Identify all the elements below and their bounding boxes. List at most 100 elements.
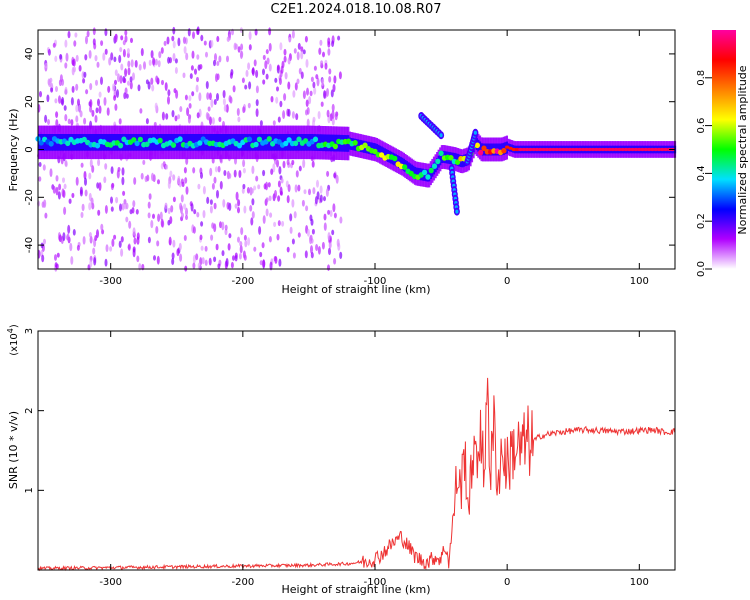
spectrogram-ridge-cell [607, 147, 612, 152]
spectrogram-noise-cell [119, 75, 123, 84]
spectrogram-noise-cell [218, 116, 222, 123]
spectrogram-noise-cell [202, 210, 206, 219]
spectrogram-noise-cell [147, 212, 151, 219]
spectrogram-noise-cell [237, 199, 241, 207]
spectrogram-ridge-cell [425, 174, 431, 180]
spectrogram-ridge-cell [643, 147, 649, 152]
snr-scale-close: ) [9, 324, 20, 328]
spectrogram-noise-cell [71, 192, 75, 198]
spectrogram-noise-cell [188, 103, 192, 109]
spectrogram-noise-cell [272, 120, 276, 126]
spectrogram-noise-cell [327, 41, 331, 48]
snr-background [38, 331, 675, 570]
spectrogram-noise-cell [279, 186, 283, 196]
spectrogram-noise-cell [151, 172, 154, 182]
spectrogram-noise-cell [79, 110, 83, 118]
spectrogram-noise-cell [63, 206, 67, 216]
spectrogram-noise-cell [117, 73, 120, 83]
spectrogram-noise-cell [213, 59, 216, 67]
spectrogram-noise-cell [118, 240, 122, 248]
spectrogram-ridge-cell [594, 147, 599, 152]
spectrogram-noise-cell [331, 117, 335, 126]
spectrogram-noise-cell [237, 116, 241, 123]
spectrogram-noise-cell [129, 209, 133, 215]
spectrogram-noise-cell [205, 51, 208, 58]
spectrogram-noise-cell [312, 187, 316, 195]
spectrogram-ridge-cell [372, 148, 378, 155]
spectrogram-noise-cell [323, 196, 326, 202]
spectrogram-ridge-cell [584, 147, 589, 152]
spectrogram-noise-cell [329, 209, 333, 218]
spectrogram-noise-cell [112, 83, 115, 92]
spectrogram-ridge-cell [521, 147, 526, 152]
spectrogram-noise-cell [304, 250, 308, 259]
spectrogram-ridge-cell [118, 142, 124, 149]
spectrogram-noise-cell [124, 68, 128, 77]
spectrogram-noise-cell [262, 259, 266, 268]
spectrogram-ridge-cell [478, 149, 484, 156]
spectrogram-noise-cell [104, 48, 108, 55]
spectrogram-noise-cell [322, 51, 325, 58]
spectrogram-noise-cell [175, 89, 179, 99]
spectrogram-noise-cell [277, 180, 281, 188]
spectrogram-noise-cell [240, 43, 244, 51]
spectrogram-ridge-cell [253, 141, 259, 148]
spectrogram-noise-cell [305, 99, 309, 107]
spectrogram-noise-cell [124, 35, 128, 43]
spectrogram-ridge-cell [577, 147, 582, 152]
spectrogram-noise-cell [107, 85, 111, 93]
spectrogram-noise-cell [70, 97, 74, 106]
spectrogram-noise-cell [286, 246, 290, 253]
spectrogram-noise-cell [311, 160, 315, 168]
spectrogram-noise-cell [61, 96, 65, 106]
spectrogram-noise-cell [200, 34, 204, 42]
spectrogram-ridge-cell [352, 140, 358, 146]
spectrogram-noise-cell [327, 48, 331, 56]
spectrogram-noise-cell [283, 93, 287, 101]
spectrogram-noise-cell [309, 90, 313, 97]
spectrogram-noise-cell [174, 67, 178, 74]
spectrogram-ridge-band [377, 144, 380, 157]
spectrogram-noise-cell [321, 241, 325, 250]
spectrogram-noise-cell [276, 64, 280, 71]
spectrogram-noise-cell [200, 221, 204, 227]
spectrogram-ridge-cell [422, 169, 428, 176]
spectrogram-noise-cell [229, 71, 233, 79]
spectrogram-noise-cell [174, 58, 178, 64]
spectrogram-noise-cell [44, 212, 48, 219]
spectrogram-noise-cell [221, 221, 225, 231]
spectrogram-noise-cell [255, 108, 259, 117]
spectrogram-noise-cell [297, 42, 301, 50]
spectrogram-ridge-cell [614, 147, 619, 152]
spectrogram-ridge-cell [197, 140, 203, 146]
spectrogram-noise-cell [300, 71, 304, 79]
spectrogram-noise-cell [97, 209, 101, 216]
spectrogram-noise-cell [264, 60, 268, 70]
spectrogram-noise-cell [195, 84, 199, 93]
spectrogram-noise-cell [265, 197, 269, 203]
spectrogram-noise-cell [331, 110, 335, 119]
spectrogram-noise-cell [118, 54, 122, 64]
spectrogram-noise-cell [64, 39, 68, 48]
spectrogram-noise-cell [225, 257, 229, 267]
spectrogram-noise-cell [266, 57, 270, 65]
snr-x-tick-label: 0 [504, 577, 510, 588]
snr-x-axis-label: Height of straight line (km) [281, 583, 430, 596]
spectrogram-noise-cell [183, 166, 187, 174]
spectrogram-noise-cell [125, 202, 129, 210]
spectrogram-ridge-band [183, 134, 187, 151]
spectrogram-noise-cell [211, 183, 215, 190]
spectrogram-noise-cell [83, 71, 87, 78]
spectrogram-noise-cell [148, 193, 152, 200]
spectrogram-noise-cell [257, 184, 261, 190]
spectrogram-noise-cell [190, 202, 194, 212]
spectrogram-ridge-band [179, 134, 182, 151]
spectrogram-ridge-cell [283, 140, 289, 147]
spectrogram-noise-cell [193, 209, 197, 215]
spectrogram-noise-cell [114, 79, 117, 86]
spectrogram-noise-cell [95, 107, 99, 114]
spectrogram-noise-cell [247, 237, 251, 246]
spectrogram-noise-cell [277, 195, 281, 202]
spectrogram-noise-cell [228, 202, 232, 212]
spectrogram-noise-cell [165, 113, 169, 120]
